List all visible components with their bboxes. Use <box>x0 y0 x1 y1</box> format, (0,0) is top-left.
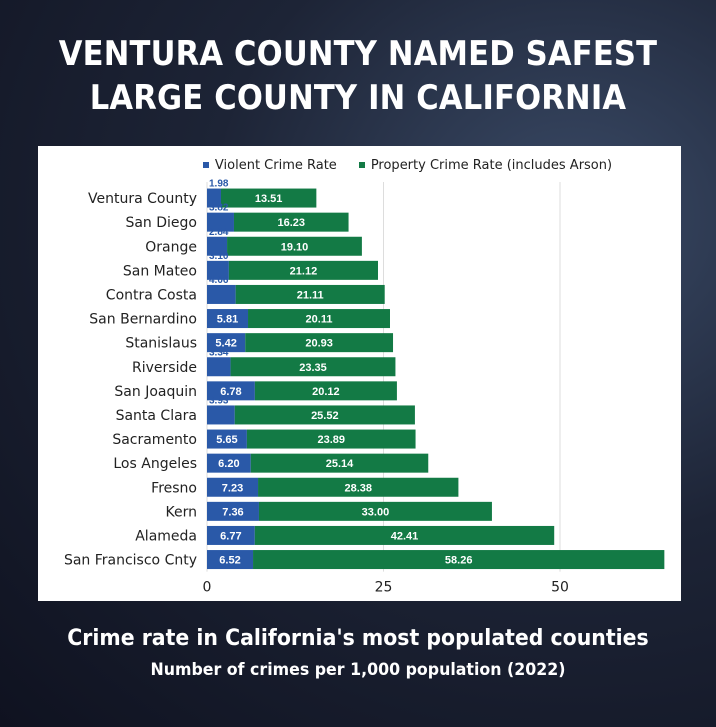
bar-violent-san-joaquin <box>207 381 255 401</box>
category-label-orange: Orange <box>145 239 197 255</box>
legend-item-property: Property Crime Rate (includes Arson) <box>358 156 613 174</box>
value-label-property-alameda: 42.41 <box>391 530 419 542</box>
bar-property-orange <box>227 236 362 256</box>
bar-violent-contra-costa <box>207 284 236 304</box>
value-label-violent-stanislaus: 5.42 <box>215 338 236 350</box>
value-label-violent-sacramento: 5.65 <box>216 434 237 446</box>
category-label-ventura-county: Ventura County <box>88 191 197 207</box>
category-label-kern: Kern <box>166 504 197 520</box>
value-label-violent-los-angeles: 6.20 <box>218 458 239 470</box>
bar-property-san-joaquin <box>254 381 397 401</box>
headline: VENTURA COUNTY NAMED SAFEST LARGE COUNTY… <box>36 32 680 120</box>
value-label-property-sacramento: 23.89 <box>317 434 345 446</box>
legend-label-violent: Violent Crime Rate <box>214 157 337 173</box>
bar-property-contra-costa <box>235 284 385 304</box>
value-label-violent-orange: 2.84 <box>209 227 229 238</box>
legend-swatch-violent <box>202 162 209 168</box>
bar-property-san-francisco-cnty <box>253 550 665 570</box>
legend-label-property: Property Crime Rate (includes Arson) <box>370 157 613 173</box>
bar-property-stanislaus <box>245 333 394 353</box>
bar-violent-ventura-county <box>207 188 221 208</box>
value-label-violent-fresno: 7.23 <box>222 482 243 494</box>
value-label-property-contra-costa: 21.11 <box>297 289 324 301</box>
bar-violent-los-angeles <box>207 453 251 473</box>
category-label-santa-clara: Santa Clara <box>116 408 197 424</box>
bar-violent-san-diego <box>207 212 234 232</box>
bar-property-los-angeles <box>250 453 429 473</box>
category-label-san-francisco-cnty: San Francisco Cnty <box>64 553 197 569</box>
category-label-los-angeles: Los Angeles <box>113 456 197 472</box>
bar-property-sacramento <box>246 429 416 449</box>
bar-property-santa-clara <box>234 405 415 425</box>
value-label-violent-san-diego: 3.82 <box>209 203 229 214</box>
bar-property-fresno <box>258 477 459 497</box>
category-label-san-bernardino: San Bernardino <box>89 312 197 328</box>
value-label-property-riverside: 23.35 <box>299 362 327 374</box>
value-label-property-san-mateo: 21.12 <box>290 265 318 277</box>
value-label-violent-san-mateo: 3.10 <box>209 251 229 262</box>
x-tick-label-50: 50 <box>551 580 569 596</box>
value-label-property-san-diego: 16.23 <box>277 217 305 229</box>
chart-legend: Violent Crime Rate Property Crime Rate (… <box>86 156 716 174</box>
category-label-san-diego: San Diego <box>125 215 197 231</box>
bar-property-san-mateo <box>228 260 378 280</box>
category-label-contra-costa: Contra Costa <box>106 287 197 303</box>
bar-violent-san-mateo <box>207 260 229 280</box>
bar-violent-orange <box>207 236 228 256</box>
value-label-violent-san-bernardino: 5.81 <box>217 314 238 326</box>
bar-violent-fresno <box>207 477 259 497</box>
headline-line-1: VENTURA COUNTY NAMED SAFEST <box>58 34 658 74</box>
bar-property-san-diego <box>233 212 349 232</box>
bar-violent-sacramento <box>207 429 247 449</box>
bar-violent-santa-clara <box>207 405 235 425</box>
category-label-alameda: Alameda <box>135 528 197 544</box>
category-label-fresno: Fresno <box>151 480 197 496</box>
value-label-property-ventura-county: 13.51 <box>255 193 283 205</box>
value-label-violent-ventura-county: 1.98 <box>209 179 229 190</box>
x-tick-label-0: 0 <box>203 580 212 596</box>
bar-violent-san-bernardino <box>207 309 249 329</box>
value-label-violent-riverside: 3.34 <box>209 347 229 358</box>
value-label-violent-san-francisco-cnty: 6.52 <box>219 555 240 567</box>
category-label-sacramento: Sacramento <box>112 432 197 448</box>
legend-item-violent: Violent Crime Rate <box>202 156 337 174</box>
category-label-stanislaus: Stanislaus <box>125 336 197 352</box>
value-label-property-san-bernardino: 20.11 <box>306 314 333 326</box>
headline-line-2: LARGE COUNTY IN CALIFORNIA <box>89 78 627 118</box>
bar-property-ventura-county <box>220 188 317 208</box>
bar-property-riverside <box>230 357 396 377</box>
crime-rate-chart: Ventura County 1.98 13.51 San Diego 3.82 16.2… <box>64 179 665 596</box>
bar-property-alameda <box>254 525 555 545</box>
value-label-property-orange: 19.10 <box>281 241 309 253</box>
legend-swatch-property <box>358 162 365 168</box>
value-label-violent-kern: 7.36 <box>222 506 243 518</box>
bar-violent-alameda <box>207 525 255 545</box>
bar-violent-kern <box>207 501 259 521</box>
value-label-property-fresno: 28.38 <box>344 482 372 494</box>
value-label-property-los-angeles: 25.14 <box>326 458 354 470</box>
bar-violent-riverside <box>207 357 231 377</box>
value-label-property-kern: 33.00 <box>362 506 390 518</box>
x-tick-label-25: 25 <box>375 580 393 596</box>
category-label-san-mateo: San Mateo <box>123 263 197 279</box>
caption-title: Crime rate in California's most populate… <box>67 626 649 651</box>
bar-property-san-bernardino <box>248 309 390 329</box>
chart-panel: Ventura County 1.98 13.51 San Diego 3.82 16.2… <box>38 146 681 601</box>
value-label-violent-san-joaquin: 6.78 <box>220 386 241 398</box>
value-label-violent-santa-clara: 3.93 <box>209 395 229 406</box>
value-label-property-san-francisco-cnty: 58.26 <box>445 555 473 567</box>
value-label-property-santa-clara: 25.52 <box>311 410 339 422</box>
bar-violent-stanislaus <box>207 333 246 353</box>
value-label-violent-alameda: 6.77 <box>220 530 241 542</box>
value-label-property-stanislaus: 20.93 <box>305 338 333 350</box>
category-label-san-joaquin: San Joaquin <box>114 384 197 400</box>
bar-property-kern <box>258 501 492 521</box>
category-label-riverside: Riverside <box>132 360 197 376</box>
value-label-violent-contra-costa: 4.06 <box>209 275 229 286</box>
value-label-property-san-joaquin: 20.12 <box>312 386 340 398</box>
caption-subtitle: Number of crimes per 1,000 population (2… <box>150 660 566 680</box>
bar-violent-san-francisco-cnty <box>207 550 254 570</box>
